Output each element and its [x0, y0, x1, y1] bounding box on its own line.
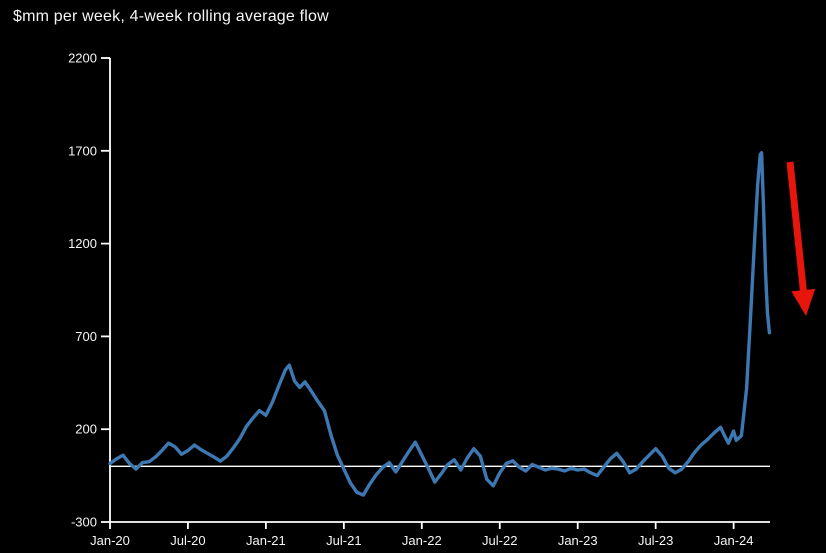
y-tick-label: 200 — [75, 422, 97, 437]
arrow-annotation-shaft — [786, 161, 808, 294]
x-tick-label: Jul-20 — [170, 533, 205, 548]
x-tick-label: Jul-23 — [638, 533, 673, 548]
arrow-annotation-head — [791, 288, 816, 316]
x-tick-label: Jan-23 — [558, 533, 598, 548]
y-tick-label: 2200 — [68, 51, 97, 66]
y-tick-label: 1200 — [68, 236, 97, 251]
x-tick-label: Jul-22 — [482, 533, 517, 548]
x-tick-label: Jan-21 — [246, 533, 286, 548]
x-tick-label: Jan-22 — [402, 533, 442, 548]
y-tick-label: -300 — [71, 515, 97, 530]
x-tick-label: Jan-20 — [90, 533, 130, 548]
y-tick-label: 700 — [75, 329, 97, 344]
y-tick-label: 1700 — [68, 143, 97, 158]
chart-subtitle: $mm per week, 4-week rolling average flo… — [13, 8, 329, 25]
flow-line — [108, 150, 772, 497]
x-tick-label: Jan-24 — [714, 533, 754, 548]
x-tick-label: Jul-21 — [326, 533, 361, 548]
